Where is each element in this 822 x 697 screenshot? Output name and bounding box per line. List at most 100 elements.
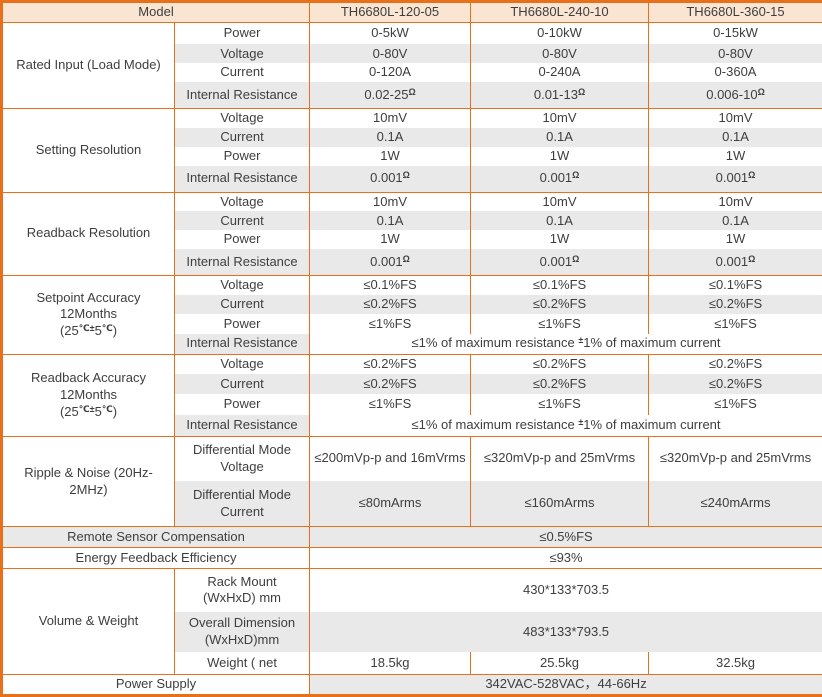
row-label-setting-resolution-2: Power bbox=[173, 146, 310, 166]
row-label-rated-input-3: Internal Resistance bbox=[173, 82, 310, 109]
spec-value: 0.006-10Ω bbox=[648, 82, 822, 109]
spec-value: ≤320mVp-p and 25mVrms bbox=[648, 436, 822, 481]
spec-value: 1W bbox=[470, 146, 649, 166]
table-row: Readback Resolution Voltage 10mV 10mV 10mV bbox=[1, 192, 822, 276]
spec-value: ≤0.2%FS bbox=[648, 294, 822, 315]
section-ripple-noise: Ripple & Noise (20Hz- 2MHz) Differential M… bbox=[1, 436, 822, 527]
table-row: Current ≤0.2%FS ≤0.2%FS ≤0.2%FS bbox=[2, 374, 822, 395]
group-label-setpoint-accuracy: Setpoint Accuracy 12Months (25℃±5℃) bbox=[1, 275, 175, 355]
section-power-supply: Power Supply 342VAC-528VAC，44-66Hz bbox=[0, 674, 822, 696]
table-row: Power Supply 342VAC-528VAC，44-66Hz bbox=[0, 674, 822, 696]
model-name-2: TH6680L-240-10 bbox=[470, 1, 649, 23]
row-label-energy-feedback-0: Energy Feedback Efficiency bbox=[0, 547, 310, 569]
row-label-volume-weight-1: Overall Dimension (WxHxD)mm bbox=[173, 612, 310, 653]
table-row: Current 0-120A 0-240A 0-360A bbox=[2, 63, 822, 83]
row-label-readback-resolution-3: Internal Resistance bbox=[173, 249, 310, 276]
model-label: Model bbox=[0, 1, 310, 23]
spec-value: 0.001Ω bbox=[309, 165, 471, 193]
spec-value: ≤0.2%FS bbox=[309, 354, 471, 375]
spec-value-span: ≤0.5%FS bbox=[309, 526, 822, 548]
row-label-readback-resolution-0: Voltage bbox=[173, 192, 310, 212]
group-label-ripple-noise: Ripple & Noise (20Hz- 2MHz) bbox=[1, 436, 175, 527]
spec-value: ≤80mArms bbox=[309, 480, 471, 527]
table-row: Differential Mode Current ≤80mArms ≤160mArm… bbox=[2, 480, 822, 527]
row-label-readback-accuracy-1: Current bbox=[173, 374, 310, 395]
spec-value: ≤0.2%FS bbox=[470, 354, 649, 375]
table-row: Power 1W 1W 1W bbox=[2, 146, 822, 166]
group-label-readback-accuracy: Readback Accuracy 12Months (25℃±5℃) bbox=[1, 354, 175, 437]
table-row: Internal Resistance ≤1% of maximum resist… bbox=[2, 334, 822, 355]
spec-value: 18.5kg bbox=[309, 652, 471, 675]
spec-value: ≤1%FS bbox=[309, 314, 471, 335]
spec-value: 0.001Ω bbox=[648, 165, 822, 193]
table-row: Setting Resolution Voltage 10mV 10mV 10mV bbox=[1, 108, 822, 193]
table-row: Current 0.1A 0.1A 0.1A bbox=[2, 211, 822, 231]
spec-value: 0-15kW bbox=[648, 22, 822, 45]
spec-value: 10mV bbox=[470, 192, 649, 212]
spec-value: 0.1A bbox=[309, 127, 471, 147]
row-label-volume-weight-0: Rack Mount (WxHxD) mm bbox=[173, 568, 310, 613]
table-row: Weight ( net 18.5kg 25.5kg 32.5kg bbox=[2, 652, 822, 675]
spec-value-span: ≤93% bbox=[309, 547, 822, 569]
table-row: Ripple & Noise (20Hz- 2MHz) Differential M… bbox=[1, 436, 822, 527]
spec-value: ≤0.2%FS bbox=[648, 374, 822, 395]
row-label-rated-input-2: Current bbox=[173, 63, 310, 83]
spec-value: 1W bbox=[648, 146, 822, 166]
spec-value: ≤160mArms bbox=[470, 480, 649, 527]
table-row: Readback Accuracy 12Months (25℃±5℃) Voltage… bbox=[1, 354, 822, 437]
table-row: Setpoint Accuracy 12Months (25℃±5℃) Voltage… bbox=[1, 275, 822, 355]
spec-value: 1W bbox=[309, 230, 471, 250]
spec-value-span: 483*133*793.5 bbox=[309, 612, 822, 653]
row-label-readback-resolution-1: Current bbox=[173, 211, 310, 231]
row-label-setting-resolution-0: Voltage bbox=[173, 108, 310, 128]
spec-value: 1W bbox=[648, 230, 822, 250]
table-row: Overall Dimension (WxHxD)mm 483*133*793.5 bbox=[2, 612, 822, 653]
row-label-readback-accuracy-3: Internal Resistance bbox=[173, 415, 310, 437]
spec-value: 10mV bbox=[309, 192, 471, 212]
group-label-rated-input: Rated Input (Load Mode) bbox=[1, 22, 175, 109]
spec-value: 0-240A bbox=[470, 63, 649, 83]
spec-value: ≤0.1%FS bbox=[648, 275, 822, 295]
spec-value: ≤0.2%FS bbox=[470, 294, 649, 315]
spec-value: ≤1%FS bbox=[470, 314, 649, 335]
spec-value: 0-80V bbox=[470, 44, 649, 64]
row-label-rated-input-0: Power bbox=[173, 22, 310, 45]
table-row: Power 1W 1W 1W bbox=[2, 230, 822, 250]
spec-value: 10mV bbox=[648, 192, 822, 212]
spec-value: ≤0.2%FS bbox=[648, 354, 822, 375]
table-row: Volume & Weight Rack Mount (WxHxD) mm 430*1… bbox=[1, 568, 822, 675]
table-row: Internal Resistance 0.001Ω 0.001Ω 0.001Ω bbox=[2, 165, 822, 193]
spec-value: 10mV bbox=[309, 108, 471, 128]
spec-value-span: 342VAC-528VAC，44-66Hz bbox=[309, 674, 822, 696]
spec-value: 32.5kg bbox=[648, 652, 822, 675]
spec-value: 0.02-25Ω bbox=[309, 82, 471, 109]
table-row: Rated Input (Load Mode) Power 0-5kW 0-10kW 0… bbox=[1, 22, 822, 109]
section-rated-input: Rated Input (Load Mode) Power 0-5kW 0-10kW 0… bbox=[1, 22, 822, 109]
spec-value: 0-80V bbox=[309, 44, 471, 64]
spec-value: 1W bbox=[309, 146, 471, 166]
spec-value: 0.001Ω bbox=[309, 249, 471, 276]
row-label-ripple-noise-1: Differential Mode Current bbox=[173, 480, 310, 527]
table-row: Remote Sensor Compensation ≤0.5%FS bbox=[0, 526, 822, 548]
table-row: Voltage 0-80V 0-80V 0-80V bbox=[2, 44, 822, 64]
section-volume-weight: Volume & Weight Rack Mount (WxHxD) mm 430*1… bbox=[1, 568, 822, 675]
spec-value: 0.1A bbox=[648, 211, 822, 231]
row-label-rated-input-1: Voltage bbox=[173, 44, 310, 64]
spec-value: ≤200mVp-p and 16mVrms bbox=[309, 436, 471, 481]
table-row: Power ≤1%FS ≤1%FS ≤1%FS bbox=[2, 314, 822, 335]
row-label-remote-sensor-0: Remote Sensor Compensation bbox=[0, 526, 310, 548]
row-label-readback-resolution-2: Power bbox=[173, 230, 310, 250]
spec-value: 0.001Ω bbox=[470, 249, 649, 276]
spec-value: 0-120A bbox=[309, 63, 471, 83]
row-label-readback-accuracy-2: Power bbox=[173, 394, 310, 416]
model-name-3: TH6680L-360-15 bbox=[648, 1, 822, 23]
table-row: Internal Resistance 0.02-25Ω 0.01-13Ω 0.006… bbox=[2, 82, 822, 109]
spec-value: 0.001Ω bbox=[648, 249, 822, 276]
model-header-row: Model TH6680L-120-05 TH6680L-240-10 TH66… bbox=[0, 1, 822, 23]
spec-value: 0.1A bbox=[470, 127, 649, 147]
section-remote-sensor: Remote Sensor Compensation ≤0.5%FS bbox=[0, 526, 822, 548]
table-row: Power ≤1%FS ≤1%FS ≤1%FS bbox=[2, 394, 822, 416]
spec-value: 0-80V bbox=[648, 44, 822, 64]
row-label-setting-resolution-3: Internal Resistance bbox=[173, 165, 310, 193]
